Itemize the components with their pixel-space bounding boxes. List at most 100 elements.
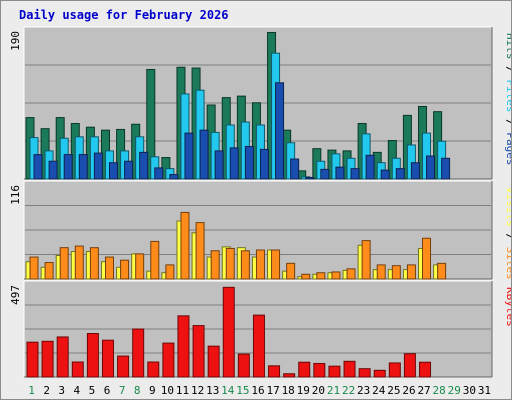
- day-label-8: 8: [134, 384, 141, 397]
- bar-sites-day-10: [165, 264, 175, 280]
- bar-pages-day-26: [410, 162, 420, 180]
- bar-kbytes-day-3: [56, 336, 69, 378]
- bar-sites-day-7: [120, 259, 130, 280]
- day-label-7: 7: [119, 384, 126, 397]
- bar-sites-day-27: [422, 237, 432, 280]
- day-label-24: 24: [372, 384, 386, 397]
- bar-pages-day-21: [335, 166, 345, 180]
- bar-sites-day-13: [210, 250, 220, 280]
- bar-pages-day-16: [259, 148, 269, 180]
- day-label-9: 9: [149, 384, 156, 397]
- legend-separator: /: [504, 60, 511, 80]
- bar-pages-day-23: [365, 154, 375, 180]
- bar-pages-day-18: [290, 158, 300, 180]
- day-label-19: 19: [297, 384, 310, 397]
- bar-pages-day-25: [395, 168, 405, 180]
- bar-kbytes-day-24: [373, 369, 386, 378]
- bar-kbytes-day-5: [86, 333, 99, 378]
- legend-entry-files: Files: [504, 79, 511, 112]
- legend-entry-sites: Sites: [504, 247, 511, 280]
- bar-kbytes-day-16: [252, 314, 265, 378]
- bar-pages-day-20: [320, 168, 330, 180]
- bar-sites-day-12: [195, 222, 205, 280]
- bar-sites-day-6: [104, 256, 114, 280]
- legend-separator: /: [504, 227, 511, 247]
- bar-kbytes-day-10: [162, 342, 175, 378]
- day-label-6: 6: [104, 384, 111, 397]
- y-max-label-visits-sites: 116: [9, 185, 22, 205]
- legend-separator: /: [504, 113, 511, 133]
- bar-sites-day-16: [255, 249, 265, 280]
- bar-pages-day-6: [108, 162, 118, 180]
- bar-sites-day-19: [301, 273, 311, 280]
- day-label-21: 21: [327, 384, 340, 397]
- day-label-29: 29: [448, 384, 461, 397]
- bar-kbytes-day-4: [71, 361, 84, 378]
- day-label-14: 14: [221, 384, 235, 397]
- bar-kbytes-day-14: [222, 286, 235, 378]
- legend-kbytes: KBytes: [504, 287, 511, 327]
- bar-sites-day-22: [346, 268, 356, 280]
- day-label-10: 10: [161, 384, 174, 397]
- bar-pages-day-22: [350, 168, 360, 180]
- y-max-label-hits-files-pages: 190: [9, 31, 22, 51]
- bar-sites-day-20: [316, 272, 326, 280]
- bar-kbytes-day-19: [298, 361, 311, 378]
- bar-pages-day-5: [93, 152, 103, 180]
- bar-sites-day-3: [59, 247, 69, 280]
- bar-sites-day-18: [286, 262, 296, 280]
- bar-kbytes-day-11: [177, 315, 190, 378]
- bar-pages-day-1: [33, 154, 43, 180]
- bar-pages-day-14: [229, 147, 239, 180]
- day-label-30: 30: [463, 384, 476, 397]
- bar-pages-day-3: [63, 154, 73, 180]
- bar-pages-day-28: [441, 157, 451, 180]
- bar-kbytes-day-18: [283, 373, 296, 378]
- bar-pages-day-9: [154, 167, 164, 180]
- bar-kbytes-day-15: [237, 353, 250, 378]
- day-label-27: 27: [417, 384, 430, 397]
- y-max-label-kbytes: 497: [9, 285, 22, 305]
- bar-pages-day-10: [169, 174, 179, 180]
- legend-visits-sites: Visits / Sites: [504, 187, 511, 280]
- bar-pages-day-24: [380, 169, 390, 180]
- bar-sites-day-25: [391, 265, 401, 280]
- bar-pages-day-13: [214, 150, 224, 180]
- day-label-1: 1: [28, 384, 35, 397]
- day-label-28: 28: [433, 384, 446, 397]
- bar-kbytes-day-26: [403, 353, 416, 378]
- day-label-22: 22: [342, 384, 355, 397]
- bar-kbytes-day-17: [268, 365, 281, 378]
- bar-sites-day-4: [74, 245, 84, 280]
- bar-kbytes-day-27: [419, 361, 432, 378]
- day-label-12: 12: [191, 384, 204, 397]
- bar-kbytes-day-8: [132, 328, 145, 378]
- bar-sites-day-26: [406, 264, 416, 280]
- bar-kbytes-day-7: [117, 355, 130, 378]
- day-label-20: 20: [312, 384, 325, 397]
- bar-kbytes-day-25: [388, 362, 401, 378]
- day-label-4: 4: [74, 384, 81, 397]
- bar-pages-day-19: [305, 177, 315, 180]
- day-label-26: 26: [402, 384, 415, 397]
- legend-entry-hits: Hits: [504, 33, 511, 60]
- bar-kbytes-day-9: [147, 361, 160, 378]
- day-label-23: 23: [357, 384, 370, 397]
- bar-sites-day-23: [361, 240, 371, 280]
- day-label-17: 17: [266, 384, 279, 397]
- day-label-31: 31: [478, 384, 491, 397]
- bar-pages-day-27: [426, 155, 436, 180]
- legend-hits-files-pages: Hits / Files / Pages: [504, 33, 511, 166]
- bar-pages-day-11: [184, 132, 194, 180]
- bar-sites-day-8: [135, 253, 145, 280]
- chart-title: Daily usage for February 2026: [19, 8, 229, 22]
- day-label-2: 2: [43, 384, 50, 397]
- legend-entry-pages: Pages: [504, 132, 511, 165]
- bar-pages-day-4: [78, 154, 88, 180]
- bar-sites-day-28: [437, 262, 447, 280]
- legend-entry-visits: Visits: [504, 187, 511, 227]
- bar-pages-day-7: [124, 160, 134, 180]
- bar-kbytes-day-6: [101, 339, 114, 378]
